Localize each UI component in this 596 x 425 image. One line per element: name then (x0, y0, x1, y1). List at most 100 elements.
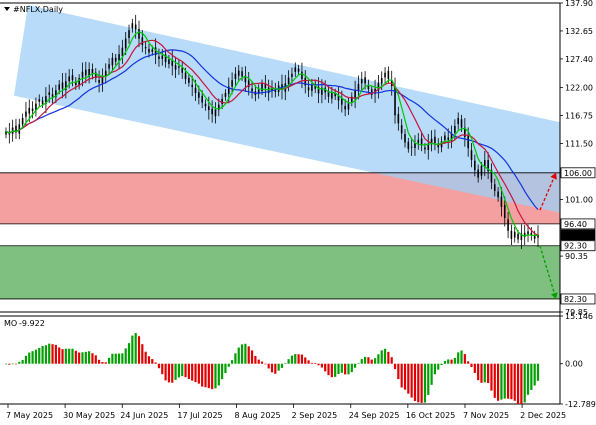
candle-body-120 (404, 134, 406, 143)
candle-body-119 (400, 125, 403, 134)
osc-bar-26 (91, 353, 94, 364)
candle-body-48 (164, 54, 167, 63)
candle-body-67 (227, 86, 230, 95)
osc-bar-18 (64, 348, 67, 364)
osc-bar-135 (453, 357, 456, 364)
osc-bar-87 (294, 354, 297, 364)
osc-bar-25 (88, 351, 91, 364)
osc-bar-134 (450, 359, 453, 364)
osc-bar-94 (317, 363, 320, 366)
osc-tick-label-2: -12.789 (565, 400, 596, 409)
level-tag-bg-2 (560, 229, 596, 241)
oscillator-axis: 15.146 0.00 -12.789 (560, 312, 596, 409)
osc-bar-23 (81, 352, 84, 364)
candle-body-74 (251, 88, 253, 92)
osc-bar-113 (380, 350, 383, 364)
candle-body-29 (101, 76, 104, 84)
candle-body-109 (367, 84, 370, 90)
osc-bar-151 (506, 363, 510, 399)
candle-body-23 (81, 71, 84, 78)
candle-body-154 (517, 233, 519, 240)
oscillator-legend-bg (2, 318, 48, 327)
candle-body-100 (337, 95, 340, 101)
chart-frame (0, 2, 561, 405)
candle-body-8 (31, 108, 34, 112)
candle-body-22 (78, 78, 80, 86)
osc-bar-20 (71, 348, 74, 364)
price-tick-label-1: 132.65 (565, 27, 593, 36)
osc-bar-1 (8, 363, 11, 365)
candle-body-19 (68, 76, 70, 82)
osc-bar-120 (403, 363, 407, 390)
osc-bar-83 (280, 363, 284, 368)
candle-body-106 (357, 83, 360, 91)
osc-bar-72 (244, 343, 247, 364)
candle-body-40 (138, 29, 140, 39)
level-tag-bg-3 (560, 240, 596, 252)
osc-bar-157 (526, 363, 530, 395)
osc-bar-86 (290, 355, 294, 364)
candle-body-10 (38, 99, 41, 102)
osc-bar-65 (221, 363, 224, 380)
osc-bar-82 (277, 363, 280, 371)
osc-bar-17 (61, 349, 64, 364)
candle-body-104 (351, 96, 353, 102)
candle-body-9 (35, 103, 37, 111)
level-tag-label-2: 94.34 (564, 231, 587, 240)
osc-bar-74 (250, 350, 254, 364)
osc-bar-41 (141, 344, 144, 364)
osc-bar-122 (410, 363, 413, 398)
osc-bar-16 (58, 347, 61, 364)
osc-bar-60 (204, 363, 207, 388)
candle-body-108 (364, 77, 366, 84)
price-tick-label-5: 111.50 (565, 140, 593, 149)
candle-body-17 (61, 82, 64, 89)
level-tag-label-0: 106.00 (564, 169, 592, 178)
candle-body-128 (430, 138, 433, 143)
osc-bar-153 (513, 363, 516, 401)
osc-bar-133 (447, 359, 450, 364)
osc-bar-119 (400, 363, 403, 388)
candle-body-41 (141, 37, 144, 46)
time-tick-label-2: 24 Jun 2025 (120, 411, 168, 420)
osc-bar-56 (191, 363, 194, 381)
osc-bar-114 (383, 348, 387, 364)
osc-tick-label-1: 0.00 (565, 360, 583, 369)
osc-bar-124 (417, 363, 420, 403)
osc-bar-142 (477, 363, 480, 381)
trend-channel (14, 5, 560, 213)
time-tick-label-0: 7 May 2025 (6, 411, 53, 420)
osc-bar-137 (460, 350, 463, 364)
osc-bar-34 (117, 353, 121, 364)
candle-body-20 (71, 75, 74, 81)
osc-bar-2 (11, 363, 14, 365)
osc-bar-158 (530, 363, 533, 390)
osc-bar-39 (134, 333, 137, 364)
candle-body-118 (397, 114, 400, 124)
candle-body-54 (184, 72, 187, 80)
osc-bar-57 (194, 363, 197, 383)
osc-bar-40 (137, 336, 141, 364)
candle-body-141 (474, 160, 476, 171)
osc-bar-125 (420, 363, 423, 403)
level-tag-label-3: 92.30 (564, 242, 587, 251)
osc-bar-24 (84, 351, 87, 364)
candle-body-39 (134, 24, 137, 30)
candle-body-72 (244, 75, 247, 83)
osc-bar-109 (367, 357, 370, 364)
level-lines (0, 172, 560, 300)
candle-body-36 (124, 38, 127, 49)
osc-bar-103 (347, 363, 350, 375)
osc-bar-6 (24, 355, 28, 364)
osc-bar-91 (307, 360, 310, 364)
osc-bar-156 (523, 363, 526, 403)
osc-bar-58 (197, 363, 200, 384)
candle-body-73 (247, 80, 250, 88)
price-tick-label-2: 127.40 (565, 55, 593, 64)
osc-bar-97 (327, 363, 330, 376)
candle-body-146 (490, 169, 493, 183)
osc-bar-67 (227, 363, 230, 367)
candle-body-127 (427, 143, 430, 151)
candle-body-92 (311, 84, 313, 91)
